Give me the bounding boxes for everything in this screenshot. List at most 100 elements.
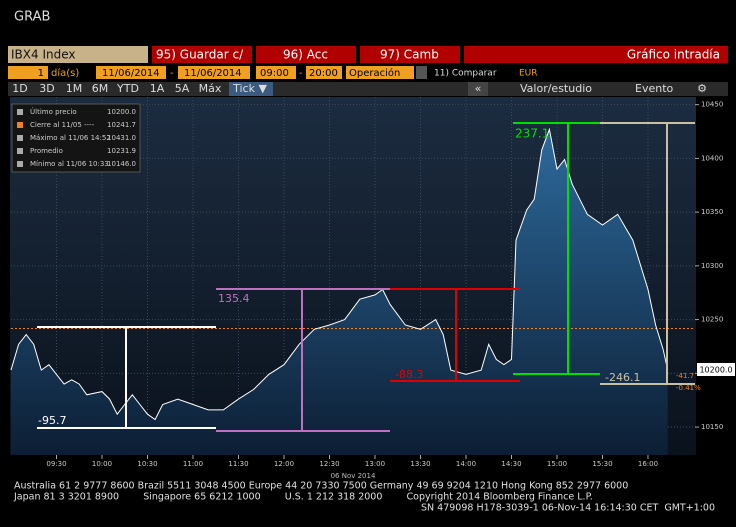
measure-label: -95.7 [38,414,66,427]
date-label: 06 Nov 2014 [331,472,376,480]
legend-value: 10146.0 [107,160,136,168]
legend-label: Último precio [30,107,77,116]
button[interactable] [360,46,460,63]
tool-bg [468,82,488,96]
measure-label: 237.1 [515,127,549,141]
field[interactable] [346,66,414,79]
x-tick-label: 11:00 [183,460,203,468]
range-tab[interactable]: YTD [116,82,139,95]
measure-line [513,122,600,375]
footer-line: Australia 61 2 9777 8600 Brazil 5511 304… [14,481,628,492]
field[interactable] [306,66,342,79]
button[interactable] [152,46,252,63]
x-tick-label: 12:30 [319,460,339,468]
legend-value: 10241.7 [107,121,136,129]
change-pct: -0.41% [676,384,701,392]
price-box [697,363,735,376]
measure-line [216,288,390,432]
x-tick-label: 09:30 [46,460,66,468]
button-label: 97) Camb [380,48,439,62]
measure-label: -88.3 [395,368,423,381]
measure-line [390,288,520,382]
field[interactable] [178,66,250,79]
x-tick-label: 16:00 [638,460,658,468]
y-tick-label: 10250 [701,316,723,324]
tool[interactable]: « [475,82,482,95]
measure-label: 135.4 [218,292,250,305]
legend-icon [17,161,23,167]
range-tab[interactable]: 1M [66,82,83,95]
price-line [10,127,669,421]
legend-icon [17,135,23,141]
x-tick-label: 13:30 [410,460,430,468]
tool[interactable]: Evento [635,82,674,95]
range-tab[interactable]: 6M [92,82,109,95]
range-tab[interactable]: 5A [175,82,190,95]
y-tick-label: 10400 [701,154,723,162]
range-tab[interactable]: Máx [199,82,222,95]
x-tick-label: 10:00 [92,460,112,468]
footer-line: Japan 81 3 3201 8900 Singapore 65 6212 1… [13,492,593,503]
ticker-box[interactable] [8,46,148,63]
field[interactable] [8,66,48,79]
field[interactable] [96,66,166,79]
legend-value: 10200.0 [107,108,136,116]
view-title: Gráfico intradía [627,48,720,62]
legend-label: Mínimo al 11/06 10:33 [30,160,109,168]
field[interactable] [256,66,296,79]
field-text: - [170,68,174,79]
ticker: IBX4 Index [11,48,75,62]
change: -41.7 [676,372,694,380]
field-text: 11/06/2014 [184,68,242,79]
y-tick-label: 10300 [701,262,723,270]
legend-icon [17,122,23,128]
field-text: - [299,68,303,79]
window-title: GRAB [14,10,50,25]
y-tick-label: 10450 [701,101,723,109]
x-tick-label: 13:00 [365,460,385,468]
last-price: 10200.0 [699,366,732,375]
measure-line [37,326,216,429]
tab-bar [8,82,728,96]
range-tab[interactable]: 1A [150,82,165,95]
settings-row: 1 día(s) 11/06/2014 - 11/06/2014 09:00 -… [8,66,538,79]
y-tick-label: 10350 [701,208,723,216]
active-tab [229,82,273,96]
x-tick-label: 10:30 [137,460,157,468]
measure-line [600,122,695,385]
field-text: 1 [38,68,44,79]
legend-value: 10231.9 [107,147,136,155]
x-tick-label: 15:00 [547,460,567,468]
range-tab[interactable]: 1D [12,82,27,95]
annotations [37,122,695,432]
legend-label: Promedio [30,147,63,155]
field-text: 20:00 [309,68,338,79]
x-tick-label: 11:30 [228,460,248,468]
field-text: día(s) [51,67,79,79]
button-label: 95) Guardar c/ [156,48,244,62]
range-tab[interactable]: Tick ▼ [232,82,267,95]
button-label: 96) Acc [283,48,328,62]
currency: EUR [519,69,538,79]
button[interactable] [256,46,356,63]
tool[interactable]: ⚙ [697,82,707,95]
compare[interactable]: 11) Comparar [434,69,497,79]
field-text: Operación [349,67,400,79]
range-tab[interactable]: 3D [39,82,54,95]
measure-label: -246.1 [605,371,640,384]
dropdown[interactable] [416,66,427,79]
x-tick-label: 12:00 [274,460,294,468]
x-tick-label: 14:00 [456,460,476,468]
legend-label: Cierre al 11/05 ---- [30,121,95,129]
field-text: 09:00 [260,68,289,79]
legend-label: Máximo al 11/06 14:52 [30,134,111,142]
y-tick-label: 10150 [701,423,723,431]
legend [11,103,141,173]
footer-line: SN 479098 H178-3039-1 06-Nov-14 16:14:30… [421,503,715,514]
legend-icon [17,148,23,154]
tool[interactable]: Valor/estudio [520,82,592,95]
field-text: 11/06/2014 [102,68,160,79]
x-tick-label: 15:30 [592,460,612,468]
